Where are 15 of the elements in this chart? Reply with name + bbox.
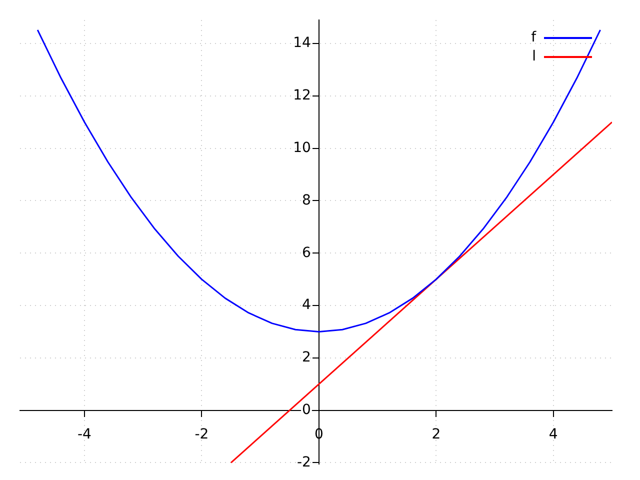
y-tick-label: 10 (293, 140, 311, 156)
x-tick-label: -4 (77, 426, 92, 442)
y-tick-label: 14 (293, 35, 312, 52)
y-tick-label: -2 (296, 454, 311, 470)
y-tick-label: 2 (302, 350, 311, 366)
legend-label: f (531, 30, 538, 46)
x-tick-label: -2 (194, 426, 209, 442)
y-tick-label: 4 (302, 297, 312, 314)
y-tick-label: 0 (302, 402, 311, 418)
y-tick-label: 8 (302, 192, 311, 208)
x-tick-label: 4 (548, 426, 558, 442)
y-tick-label: 12 (293, 88, 311, 104)
x-tick-label: 2 (432, 426, 441, 442)
y-tick-label: 6 (302, 244, 312, 261)
legend-label: l (532, 48, 536, 65)
